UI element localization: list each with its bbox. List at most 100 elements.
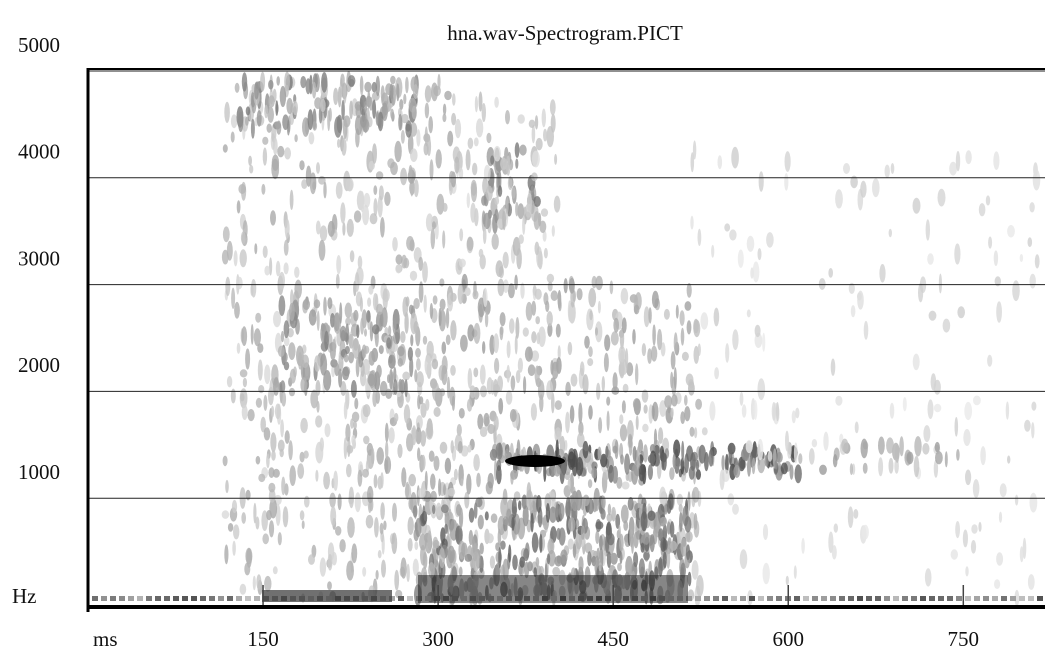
texture-blob bbox=[531, 331, 537, 344]
texture-blob bbox=[450, 365, 456, 376]
texture-blob bbox=[457, 283, 464, 305]
texture-blob bbox=[587, 551, 592, 567]
texture-blob bbox=[727, 493, 735, 506]
texture-blob bbox=[406, 433, 414, 452]
texture-blob bbox=[262, 147, 268, 166]
texture-blob bbox=[728, 444, 733, 466]
texture-blob bbox=[784, 173, 789, 191]
texture-blob bbox=[475, 497, 483, 508]
texture-blob bbox=[533, 567, 537, 578]
texture-blob bbox=[598, 562, 602, 572]
texture-blob bbox=[424, 470, 428, 491]
texture-blob bbox=[1029, 202, 1035, 213]
texture-blob bbox=[747, 457, 751, 477]
texture-blob bbox=[681, 351, 689, 361]
texture-blob bbox=[1014, 589, 1020, 607]
texture-blob bbox=[319, 225, 328, 242]
texture-blob bbox=[372, 324, 380, 335]
texture-blob bbox=[598, 417, 603, 434]
texture-blob bbox=[417, 447, 421, 462]
texture-blob bbox=[460, 478, 464, 487]
texture-blob bbox=[545, 503, 551, 523]
texture-blob bbox=[222, 226, 230, 243]
texture-blob bbox=[423, 511, 427, 522]
texture-blob bbox=[424, 102, 430, 119]
texture-blob bbox=[331, 552, 337, 566]
texture-blob bbox=[346, 560, 354, 581]
texture-blob bbox=[268, 489, 276, 503]
texture-blob bbox=[626, 362, 634, 377]
texture-blob bbox=[417, 488, 426, 499]
texture-blob bbox=[633, 532, 639, 549]
texture-blob bbox=[465, 149, 471, 171]
texture-blob bbox=[268, 79, 274, 90]
texture-blob bbox=[843, 163, 850, 174]
texture-blob bbox=[514, 142, 520, 159]
texture-blob bbox=[467, 324, 475, 342]
texture-blob bbox=[933, 403, 942, 413]
texture-blob bbox=[848, 596, 854, 601]
texture-blob bbox=[576, 288, 583, 301]
texture-blob bbox=[509, 409, 517, 422]
texture-blob bbox=[250, 279, 257, 298]
texture-blob bbox=[472, 162, 478, 176]
texture-blob bbox=[973, 395, 981, 406]
texture-blob bbox=[479, 254, 486, 270]
texture-blob bbox=[398, 378, 403, 392]
texture-blob bbox=[362, 404, 371, 418]
texture-blob bbox=[327, 110, 331, 132]
texture-blob bbox=[567, 341, 573, 356]
texture-blob bbox=[673, 439, 681, 458]
texture-blob bbox=[288, 440, 293, 461]
texture-blob bbox=[406, 563, 410, 583]
texture-blob bbox=[510, 375, 516, 391]
texture-blob bbox=[653, 428, 658, 448]
texture-blob bbox=[983, 596, 989, 601]
texture-blob bbox=[418, 575, 688, 603]
texture-blob bbox=[413, 298, 420, 310]
texture-blob bbox=[686, 445, 694, 462]
texture-blob bbox=[365, 514, 374, 529]
texture-blob bbox=[407, 538, 413, 552]
texture-blob bbox=[164, 596, 170, 601]
texture-blob bbox=[558, 527, 566, 546]
texture-blob bbox=[679, 310, 685, 326]
texture-blob bbox=[567, 300, 572, 322]
texture-blob bbox=[239, 369, 248, 378]
texture-blob bbox=[582, 494, 590, 507]
texture-blob bbox=[557, 345, 561, 361]
texture-blob bbox=[470, 202, 476, 223]
texture-blob bbox=[571, 490, 579, 512]
texture-blob bbox=[289, 465, 297, 486]
texture-blob bbox=[862, 462, 868, 474]
texture-blob bbox=[372, 389, 378, 407]
x-tick-label: 750 bbox=[948, 627, 980, 651]
texture-blob bbox=[519, 556, 525, 568]
texture-blob bbox=[430, 227, 436, 250]
texture-blob bbox=[528, 346, 532, 360]
texture-blob bbox=[373, 198, 378, 217]
texture-blob bbox=[1028, 596, 1034, 601]
texture-blob bbox=[411, 425, 417, 446]
texture-blob bbox=[335, 526, 342, 536]
texture-blob bbox=[692, 486, 700, 503]
texture-blob bbox=[660, 342, 666, 357]
texture-blob bbox=[92, 596, 98, 601]
texture-blob bbox=[749, 596, 755, 601]
texture-blob bbox=[323, 181, 327, 199]
texture-blob bbox=[582, 440, 589, 459]
texture-blob bbox=[661, 453, 667, 471]
texture-blob bbox=[432, 295, 438, 305]
texture-blob bbox=[173, 596, 179, 601]
texture-blob bbox=[978, 203, 986, 217]
texture-blob bbox=[784, 151, 791, 172]
texture-blob bbox=[713, 596, 719, 601]
texture-blob bbox=[535, 316, 540, 325]
texture-blob bbox=[336, 114, 343, 133]
texture-blob bbox=[431, 358, 439, 370]
texture-blob bbox=[281, 476, 286, 496]
texture-blob bbox=[373, 474, 378, 489]
texture-blob bbox=[1005, 401, 1010, 420]
texture-blob bbox=[368, 160, 375, 171]
texture-blob bbox=[531, 172, 538, 182]
